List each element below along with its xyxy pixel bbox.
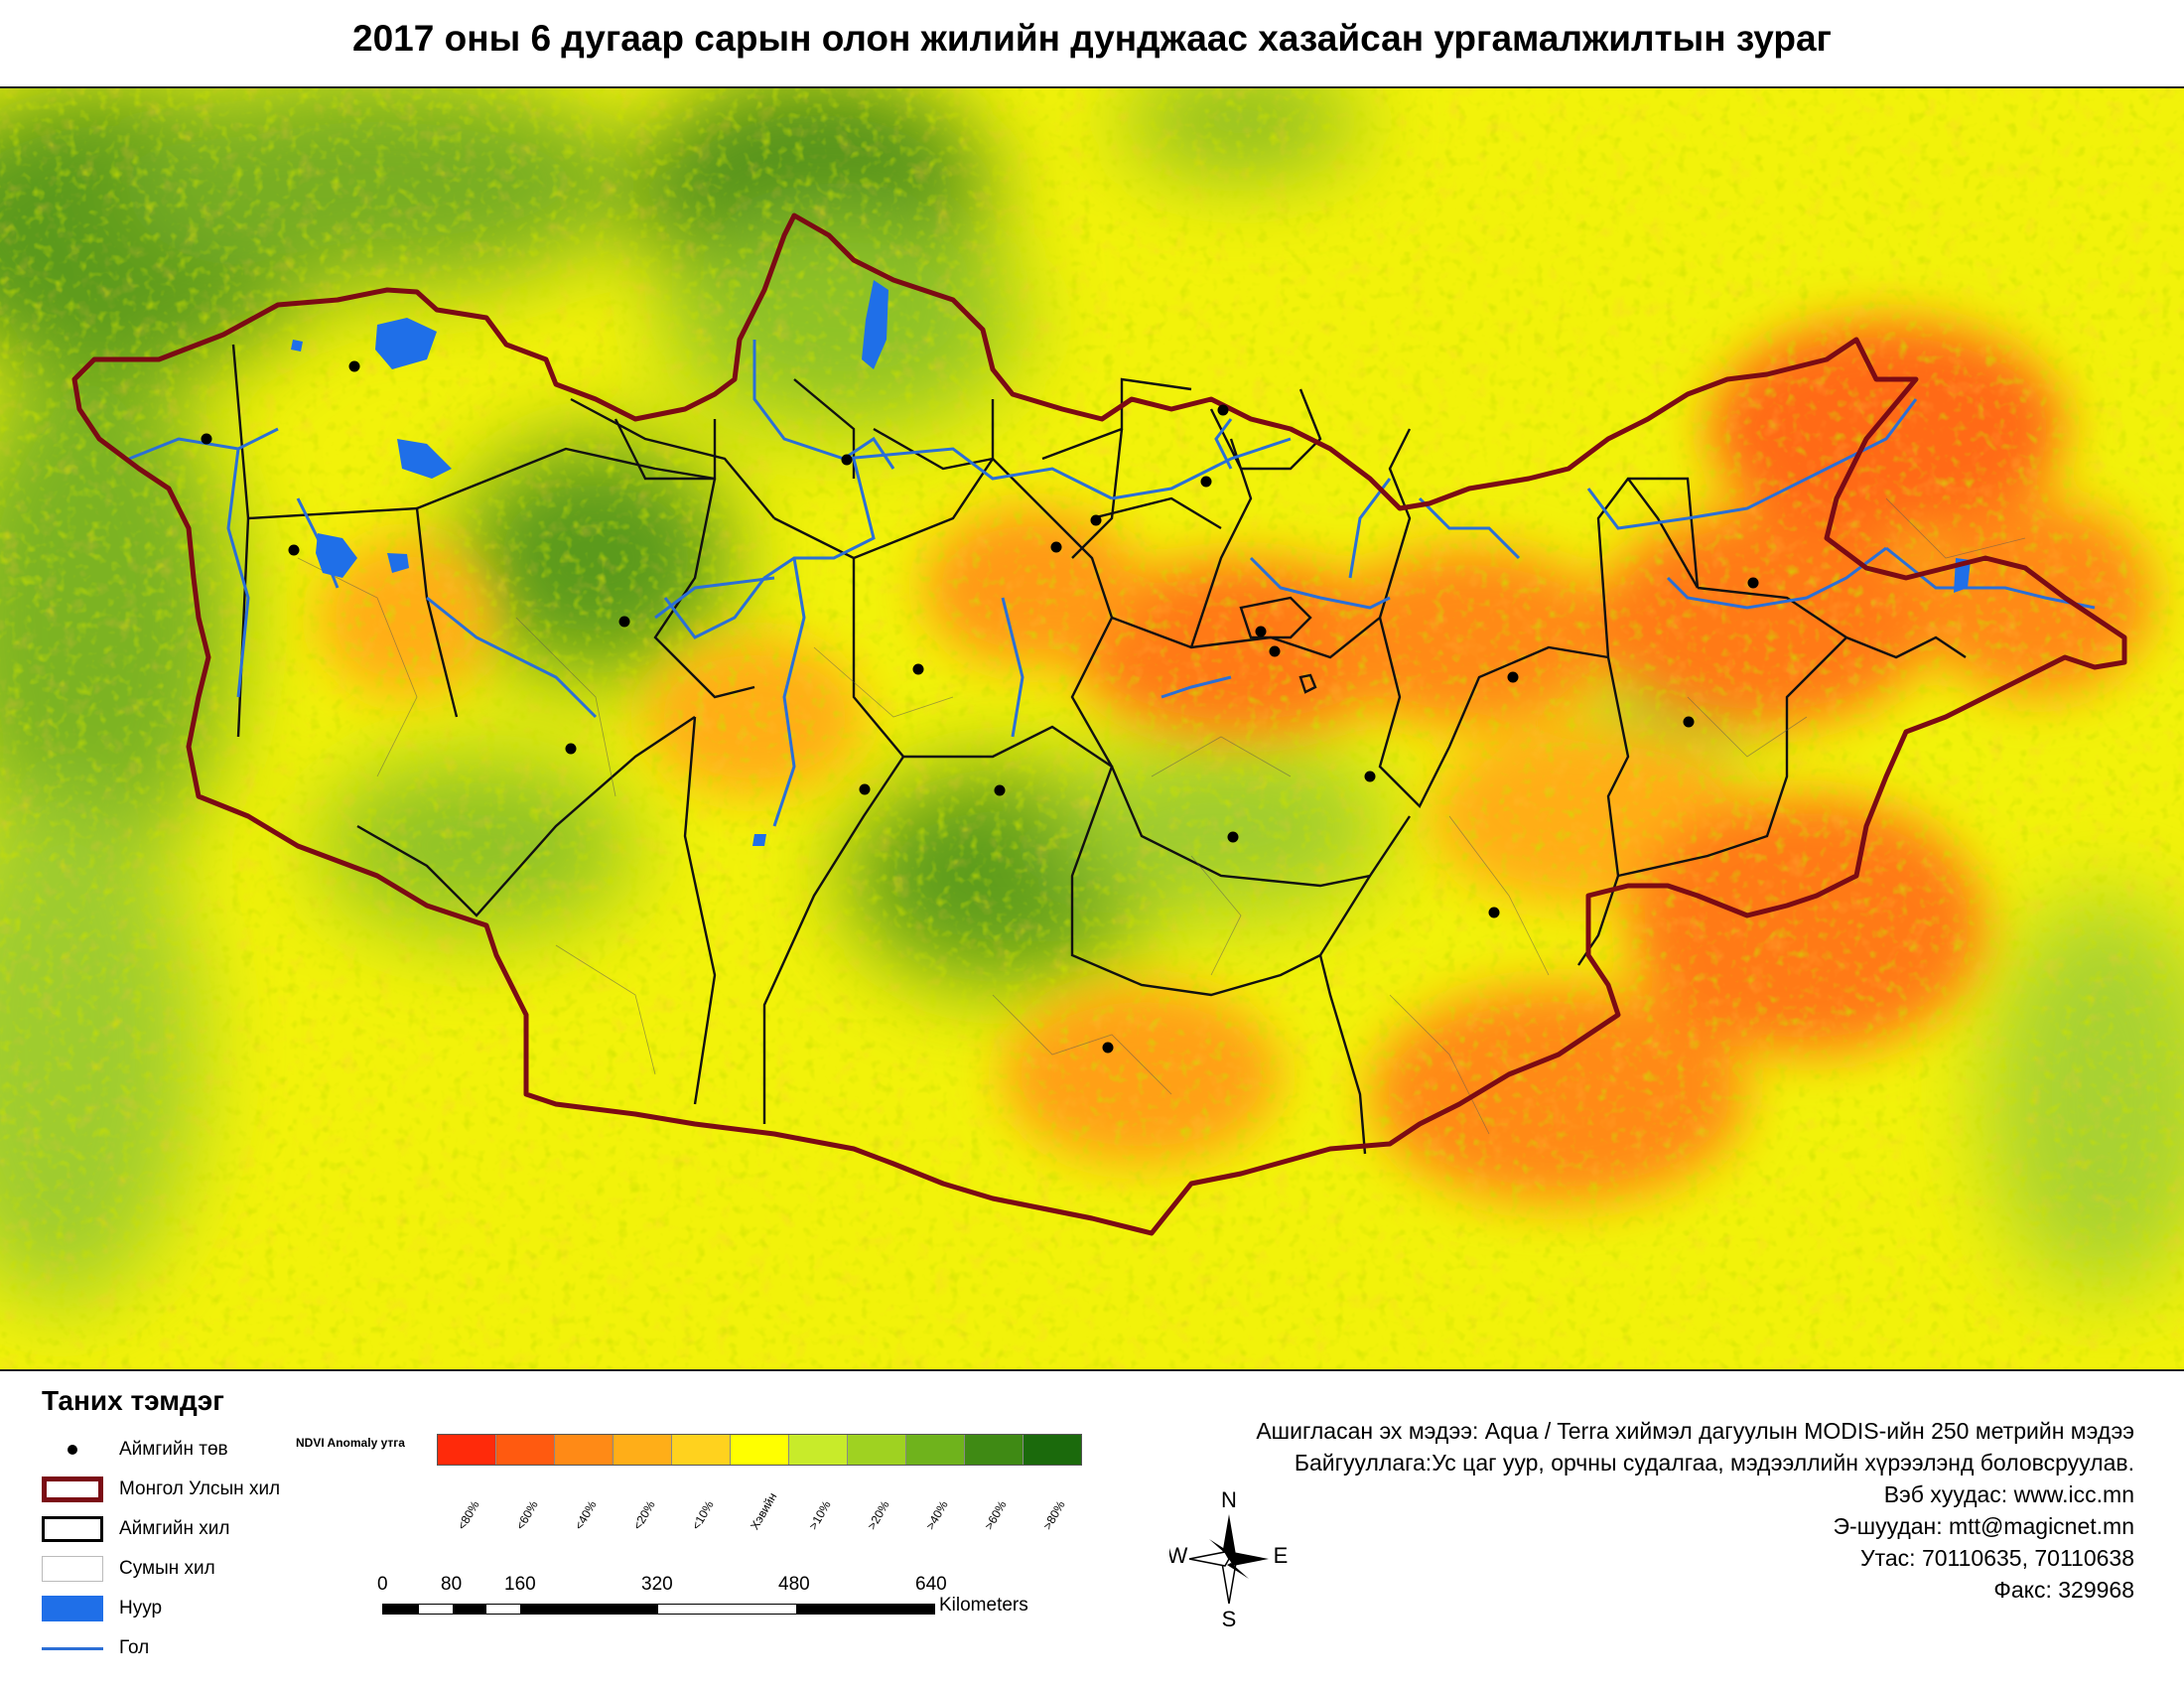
aimag-center (994, 784, 1006, 796)
legend-item-lake: Нуур (40, 1591, 162, 1626)
mongolia-border (71, 212, 2127, 1236)
ndvi-class-label: >10% (806, 1498, 834, 1532)
compass-e: E (1274, 1543, 1289, 1568)
country-border-symbol (40, 1475, 105, 1504)
sum-boundaries (297, 497, 2026, 1135)
aimag-center (201, 433, 212, 445)
ndvi-class-label: Хэвийн (748, 1489, 780, 1532)
legend-label: Гол (119, 1637, 150, 1658)
aimag-center (859, 783, 871, 795)
scale-tick: 480 (778, 1574, 810, 1595)
legend-label: Сумын хил (119, 1558, 215, 1579)
legend-item-country-border: Монгол Улсын хил (40, 1472, 280, 1507)
rivers (128, 340, 2096, 827)
aimag-center (1200, 476, 1212, 488)
ndvi-class-label: <40% (572, 1498, 600, 1532)
compass-s: S (1222, 1607, 1237, 1628)
email-text: Э-шуудан: mtt@magicnet.mn (1833, 1513, 2134, 1539)
ndvi-class-label: >80% (1040, 1498, 1068, 1532)
ndvi-color-ramp (437, 1434, 1082, 1466)
website-text: Вэб хуудас: www.icc.mn (1883, 1481, 2134, 1507)
ndvi-class-label: <80% (455, 1498, 482, 1532)
aimag-center (1683, 716, 1695, 728)
lakes (291, 280, 1971, 846)
ndvi-class-labels: <80% <60% <40% <20% <10% Хэвийн >10% >20% >40% >6… (437, 1481, 1134, 1532)
ndvi-swatch (438, 1435, 496, 1465)
scale-unit: Kilometers (939, 1595, 1028, 1616)
fax-text: Факс: 329968 (1993, 1577, 2134, 1603)
ndvi-class-label: <20% (630, 1498, 658, 1532)
ndvi-swatch (789, 1435, 848, 1465)
legend-title: Таних тэмдэг (42, 1385, 224, 1416)
legend-item-aimag-border: Аймгийн хил (40, 1511, 229, 1547)
aimag-border-symbol (40, 1514, 105, 1544)
aimag-center (841, 454, 853, 466)
map-credits: Ашигласан эх мэдээ: Aqua / Terra хиймэл … (1256, 1415, 2134, 1606)
ndvi-swatch (848, 1435, 906, 1465)
aimag-center (1488, 907, 1500, 918)
ndvi-swatch (1024, 1435, 1081, 1465)
aimag-center (565, 743, 577, 755)
scale-bar (382, 1604, 935, 1615)
legend-item-sum-border: Сумын хил (40, 1551, 215, 1587)
north-arrow-icon: N S W E (1169, 1489, 1289, 1628)
scale-tick: 160 (504, 1574, 536, 1595)
aimag-boundaries (231, 344, 1967, 1155)
sum-border-symbol (40, 1554, 105, 1584)
legend-item-river: Гол (40, 1630, 149, 1666)
ndvi-class-label: >60% (982, 1498, 1010, 1532)
ndvi-class-label: >20% (865, 1498, 892, 1532)
ndvi-class-label: <10% (689, 1498, 717, 1532)
scale-tick: 320 (641, 1574, 673, 1595)
ndvi-swatch (496, 1435, 555, 1465)
ndvi-class-label: >40% (923, 1498, 951, 1532)
phone-text: Утас: 70110635, 70110638 (1860, 1545, 2134, 1571)
aimag-center (1269, 645, 1281, 657)
river-symbol (40, 1633, 105, 1663)
aimag-centers (201, 360, 1759, 1054)
map-area (0, 86, 2184, 1371)
ndvi-swatch (906, 1435, 965, 1465)
legend-label: Аймгийн хил (119, 1518, 230, 1539)
legend-item-aimag-center: Аймгийн төв (40, 1432, 228, 1468)
aimag-center (1217, 404, 1229, 416)
aimag-center (1364, 771, 1376, 782)
ndvi-swatch (614, 1435, 672, 1465)
compass-w: W (1169, 1543, 1188, 1568)
aimag-center (348, 360, 360, 372)
compass-n: N (1221, 1489, 1237, 1512)
aimag-center (912, 663, 924, 675)
scale-tick: 80 (441, 1574, 463, 1595)
aimag-center (1255, 626, 1267, 637)
legend-label: Нуур (119, 1598, 163, 1618)
data-source-text: Ашигласан эх мэдээ: Aqua / Terra хиймэл … (1256, 1418, 2134, 1444)
map-canvas (0, 88, 2184, 1369)
aimag-center (1747, 577, 1759, 589)
aimag-center-symbol (40, 1435, 105, 1465)
ndvi-swatch (731, 1435, 789, 1465)
aimag-center (1102, 1042, 1114, 1054)
legend-label: Монгол Улсын хил (119, 1478, 281, 1499)
lake-symbol (40, 1594, 105, 1623)
map-title: 2017 оны 6 дугаар сарын олон жилийн дунд… (352, 18, 1832, 59)
aimag-center (1507, 671, 1519, 683)
aimag-center (1090, 514, 1102, 526)
ndvi-swatch (672, 1435, 731, 1465)
scale-tick: 640 (915, 1574, 947, 1595)
legend-label: Аймгийн төв (119, 1439, 228, 1460)
aimag-center (1050, 541, 1062, 553)
organization-text: Байгууллага:Ус цаг уур, орчны судалгаа, … (1294, 1450, 2134, 1476)
aimag-center (1227, 831, 1239, 843)
ndvi-swatch (965, 1435, 1024, 1465)
ndvi-swatch (555, 1435, 614, 1465)
aimag-center (618, 616, 630, 628)
ndvi-legend-title: NDVI Anomaly утга (296, 1436, 405, 1450)
orange-texture (0, 88, 2184, 1369)
aimag-center (288, 544, 300, 556)
scale-tick: 0 (377, 1574, 388, 1595)
ndvi-class-label: <60% (513, 1498, 541, 1532)
